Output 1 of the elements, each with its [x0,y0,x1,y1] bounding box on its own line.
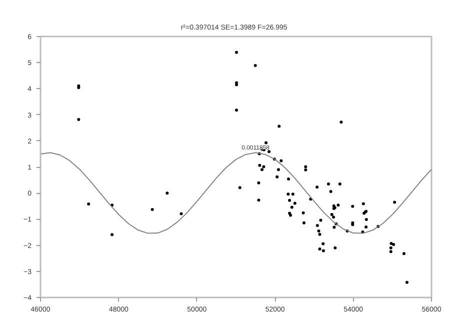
line-series [40,152,432,234]
